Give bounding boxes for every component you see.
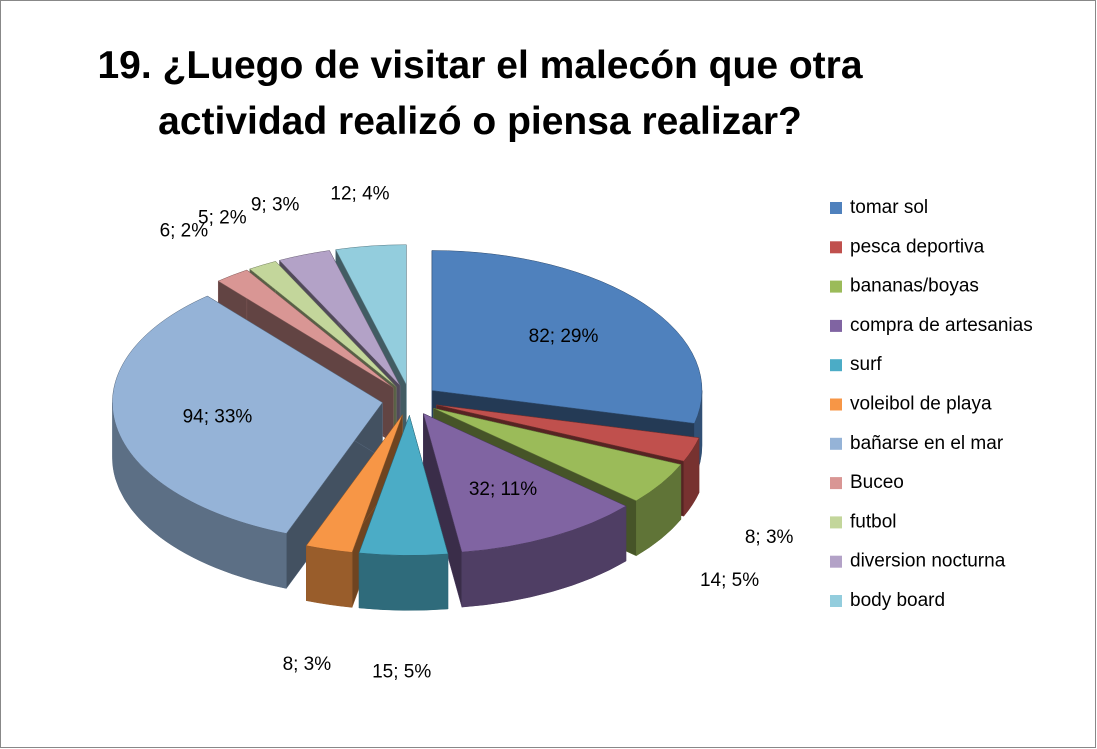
data-label: 9; 3% [251, 195, 300, 216]
slice-top [431, 250, 703, 424]
data-label: 8; 3% [745, 527, 794, 548]
slice-wall [358, 552, 449, 611]
data-label: 15; 5% [372, 661, 431, 682]
legend-label: Buceo [850, 472, 904, 493]
legend-swatch [830, 477, 842, 490]
slice-top [112, 295, 383, 534]
legend-swatch [830, 437, 842, 450]
legend-label: tomar sol [850, 197, 928, 218]
legend-swatch [830, 202, 842, 214]
slice-top [436, 404, 700, 462]
data-label: 6; 2% [160, 221, 209, 242]
legend-label: diversion nocturna [850, 551, 1006, 572]
data-label: 12; 4% [330, 183, 389, 204]
data-label: 14; 5% [700, 570, 759, 591]
legend-label: voleibol de playa [850, 394, 992, 415]
slice-top [278, 250, 401, 386]
data-label: 94; 33% [183, 406, 253, 427]
legend-swatch [830, 359, 842, 372]
data-label: 5; 2% [198, 208, 247, 229]
legend-swatch [830, 555, 842, 568]
legend-label: bananas/boyas [850, 276, 979, 297]
slice [358, 414, 449, 611]
slice-top [249, 261, 397, 387]
legend-swatch [830, 241, 842, 254]
chart-title: 19. ¿Luego de visitar el malecón que otr… [97, 44, 863, 143]
slice [112, 295, 383, 590]
slice [422, 413, 627, 608]
legend-label: surf [850, 354, 882, 375]
data-label: 32; 11% [469, 479, 537, 500]
slice-top [217, 269, 394, 388]
slice-top [433, 408, 682, 502]
slice-wall [306, 545, 353, 608]
slice-top [358, 414, 449, 556]
data-label: 82; 29% [529, 326, 599, 347]
legend-swatch [830, 595, 842, 607]
legend-swatch [830, 319, 842, 332]
legend-swatch [830, 516, 842, 529]
legend-label: futbol [850, 511, 896, 532]
slice-top [335, 244, 407, 385]
slice-top [422, 413, 627, 553]
legend-swatch [830, 280, 842, 293]
legend-label: body board [850, 590, 945, 611]
legend-label: compra de artesanias [850, 315, 1033, 336]
data-label: 8; 3% [283, 654, 332, 675]
legend-label: bañarse en el mar [850, 433, 1004, 454]
legend-label: pesca deportiva [850, 236, 985, 257]
legend-swatch [830, 398, 842, 411]
slice-top [305, 414, 403, 553]
